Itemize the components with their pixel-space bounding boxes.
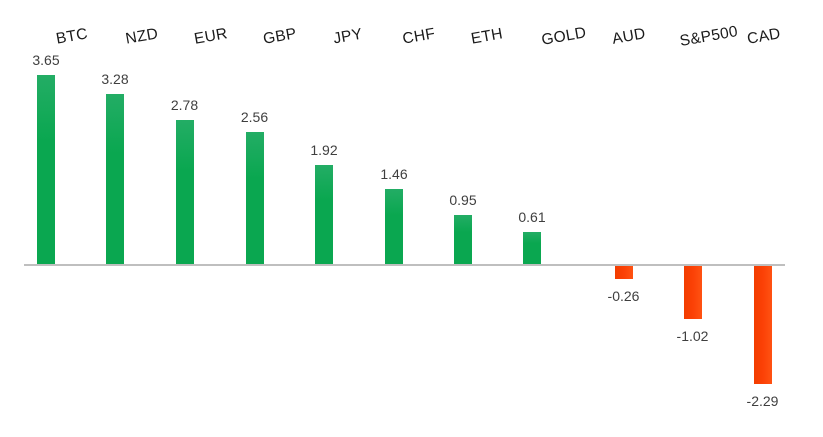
bar-cad — [753, 266, 772, 385]
category-label-aud: AUD — [610, 25, 647, 48]
category-label-eth: ETH — [469, 25, 505, 48]
category-label-sp500: S&P500 — [678, 23, 739, 50]
bar-eur — [175, 120, 194, 264]
category-label-btc: BTC — [54, 25, 89, 48]
bar-eth — [454, 214, 472, 264]
bar-gold — [523, 232, 541, 264]
value-label-eth: 0.95 — [449, 191, 477, 208]
bar-sp500 — [683, 266, 702, 319]
value-label-sp500: -1.02 — [676, 327, 709, 344]
category-label-nzd: NZD — [123, 25, 160, 48]
value-label-btc: 3.65 — [32, 52, 60, 69]
bar-nzd — [106, 94, 124, 264]
bar-gbp — [245, 131, 264, 264]
bar-btc — [37, 75, 55, 264]
category-label-gold: GOLD — [540, 24, 588, 49]
zero-axis-line — [24, 264, 785, 266]
value-label-cad: -2.29 — [746, 393, 779, 410]
category-label-jpy: JPY — [331, 25, 364, 48]
category-label-gbp: GBP — [261, 25, 298, 48]
value-label-aud: -0.26 — [607, 288, 640, 305]
value-label-chf: 1.46 — [380, 165, 408, 182]
category-label-eur: EUR — [192, 25, 229, 48]
value-label-gbp: 2.56 — [240, 108, 269, 125]
value-label-nzd: 3.28 — [101, 71, 129, 88]
category-label-cad: CAD — [745, 25, 782, 48]
category-label-chf: CHF — [400, 25, 437, 48]
value-label-jpy: 1.92 — [310, 141, 338, 158]
value-label-eur: 2.78 — [170, 97, 199, 114]
bar-aud — [614, 266, 633, 280]
bar-jpy — [315, 164, 333, 264]
value-label-gold: 0.61 — [518, 209, 546, 226]
bar-chf — [385, 188, 403, 264]
